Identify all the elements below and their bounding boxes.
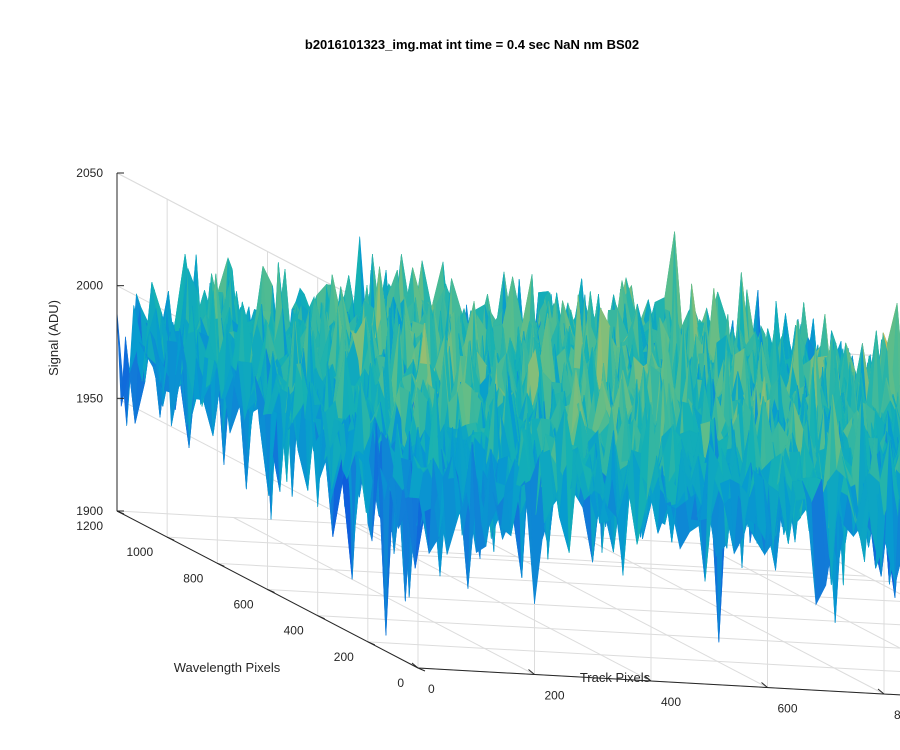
floor-grid-line <box>217 562 900 602</box>
back-wall-grid-line <box>417 667 900 696</box>
floor-grid-line <box>367 641 900 673</box>
floor-grid-line <box>815 549 900 595</box>
surface-layer <box>116 231 900 643</box>
floor-grid-line <box>267 589 900 626</box>
floor-grid-line <box>167 536 867 577</box>
floor-grid-line <box>417 667 900 696</box>
floor-grid-line <box>317 615 900 649</box>
floor-grid-line <box>699 543 900 649</box>
